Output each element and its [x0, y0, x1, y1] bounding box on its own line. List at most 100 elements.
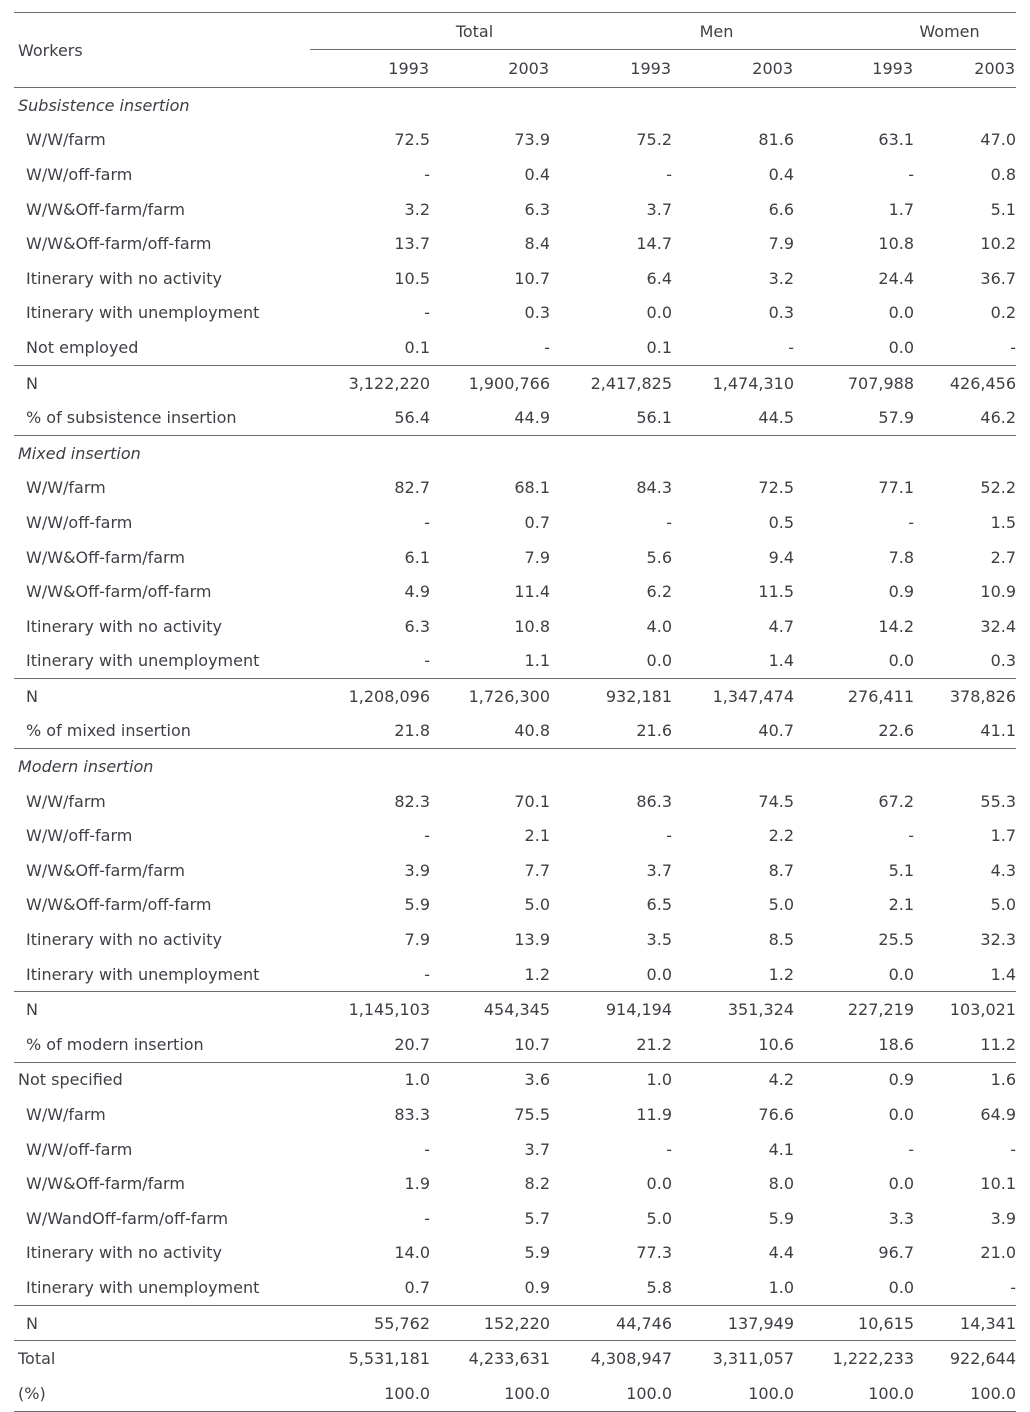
cell-value: 5.1: [888, 860, 915, 880]
cell-value: 7.9: [768, 234, 795, 254]
cell-value: 44.9: [430, 400, 550, 436]
cell-value: 2,417,825: [550, 364, 672, 401]
cell-value: 44.5: [672, 400, 795, 436]
cell-value: -: [1010, 1139, 1017, 1159]
cell-value: 0.1: [404, 337, 430, 357]
cell-value: 3,311,057: [712, 1349, 795, 1369]
cell-value: 1,347,474: [672, 678, 795, 714]
cell-value: 11.9: [636, 1105, 672, 1125]
cell-value: 11.2: [914, 1027, 1017, 1063]
cell-value: 73.9: [514, 130, 550, 150]
cell-value: 6.3: [524, 199, 550, 219]
cell-value: 57.9: [794, 400, 915, 436]
cell-value: 100.0: [914, 1375, 1017, 1412]
cell-value: [430, 435, 550, 470]
cell-value: 3.2: [768, 268, 795, 288]
cell-value: 1.0: [404, 1070, 430, 1090]
cell-value: 0.5: [768, 512, 795, 532]
cell-value: 4.1: [768, 1139, 795, 1159]
cell-value: 4.7: [768, 616, 795, 636]
cell-value: 10.7: [514, 268, 550, 288]
cell-value: 5.6: [646, 547, 672, 567]
cell-value: 3.3: [888, 1208, 915, 1228]
cell-value: 21.8: [310, 713, 430, 750]
group-header-row: Workers Total Men Women: [14, 12, 1017, 88]
cell-value: 0.0: [888, 1174, 915, 1194]
cell-value: 11.4: [514, 582, 550, 602]
table-row: W/W&Off-farm/farm 3.9 7.7 3.7 8.7 5.1 4.3: [14, 853, 1016, 888]
cell-value: 1.9: [404, 1174, 430, 1194]
row-label: W/W&Off-farm/farm: [26, 547, 185, 567]
cell-value: 0.2: [990, 303, 1017, 323]
cell-value: 4.4: [768, 1243, 795, 1263]
cell-value: 82.7: [394, 478, 430, 498]
cell-value: 1.1: [524, 651, 550, 671]
group-header-total: Total: [310, 12, 550, 50]
cell-value: 3.9: [990, 1208, 1017, 1228]
cell-value: [550, 88, 672, 123]
cell-value: 1.5: [990, 512, 1017, 532]
cell-value: 5.8: [646, 1277, 672, 1297]
cell-value: 3.2: [404, 199, 430, 219]
cell-value: 0.9: [888, 582, 915, 602]
row-label: W/W&Off-farm/farm: [26, 860, 185, 880]
cell-value: 454,345: [430, 991, 550, 1028]
row-label: Not specified: [18, 1070, 123, 1090]
cell-value: 64.9: [980, 1105, 1017, 1125]
cell-value: 1,900,766: [430, 364, 550, 401]
cell-value: 1.6: [990, 1070, 1017, 1090]
cell-value: [550, 435, 672, 470]
cell-value: -: [424, 1139, 430, 1159]
cell-value: 4.3: [990, 860, 1017, 880]
row-label: Itinerary with unemployment: [26, 651, 260, 671]
cell-value: [550, 749, 672, 784]
n-row: N 1,145,103 454,345 914,194 351,324 227,219 10…: [14, 991, 1017, 1028]
cell-value: 72.5: [394, 130, 430, 150]
cell-value: 0.0: [646, 1174, 672, 1194]
table-row: W/W/off-farm - 3.7 - 4.1 - -: [14, 1132, 1016, 1167]
row-label: Not employed: [26, 337, 139, 357]
cell-value: 0.8: [990, 164, 1017, 184]
cell-value: 40.7: [672, 713, 795, 750]
section-title-row: Modern insertion: [14, 749, 1016, 784]
cell-value: 6.1: [404, 547, 430, 567]
cell-value: 2.1: [888, 895, 915, 915]
cell-value: 137,949: [672, 1304, 795, 1342]
cell-value: 8.0: [768, 1174, 795, 1194]
cell-value: 75.2: [636, 130, 672, 150]
cell-value: 6.6: [768, 199, 795, 219]
row-label: W/W/farm: [26, 1105, 106, 1125]
row-label: W/W&Off-farm/farm: [26, 199, 185, 219]
row-label: W/W&Off-farm/off-farm: [26, 234, 212, 254]
cell-value: 4.2: [768, 1070, 795, 1090]
cell-value: 72.5: [758, 478, 795, 498]
cell-value: 5.7: [524, 1208, 550, 1228]
cell-value: -: [1010, 1277, 1017, 1297]
cell-value: 6.3: [404, 616, 430, 636]
cell-value: 1.2: [524, 964, 550, 984]
cell-value: 8.4: [524, 234, 550, 254]
row-label: Itinerary with unemployment: [26, 1277, 260, 1297]
table-row: Itinerary with no activity 10.5 10.7 6.4 3.2…: [14, 261, 1016, 296]
cell-value: [672, 88, 794, 123]
grand-percent-row: (%) 100.0 100.0 100.0 100.0 100.0 100.0: [14, 1375, 1017, 1412]
cell-value: 0.0: [888, 1277, 915, 1297]
year-column-header: 1993: [794, 49, 915, 88]
cell-value: 2.2: [768, 826, 795, 846]
cell-value: 77.3: [636, 1243, 672, 1263]
year-header-row: 1993 2003 1993 2003 1993 2003: [14, 49, 1017, 88]
cell-value: 1.0: [646, 1070, 672, 1090]
workers-table: Workers Total Men Women 1993 2003 1993 2…: [14, 12, 1017, 1412]
row-label: W/W/off-farm: [26, 826, 133, 846]
cell-value: 10.2: [980, 234, 1017, 254]
table-header: Workers Total Men Women 1993 2003 1993 2…: [14, 12, 1017, 88]
cell-value: 41.1: [914, 713, 1017, 750]
cell-value: 14.7: [636, 234, 672, 254]
row-label: W/W&Off-farm/off-farm: [26, 582, 212, 602]
cell-value: 1,474,310: [672, 364, 795, 401]
row-label: N: [14, 364, 310, 401]
cell-value: 14.2: [878, 616, 915, 636]
cell-value: 7.7: [524, 860, 550, 880]
cell-value: 1.4: [990, 964, 1017, 984]
